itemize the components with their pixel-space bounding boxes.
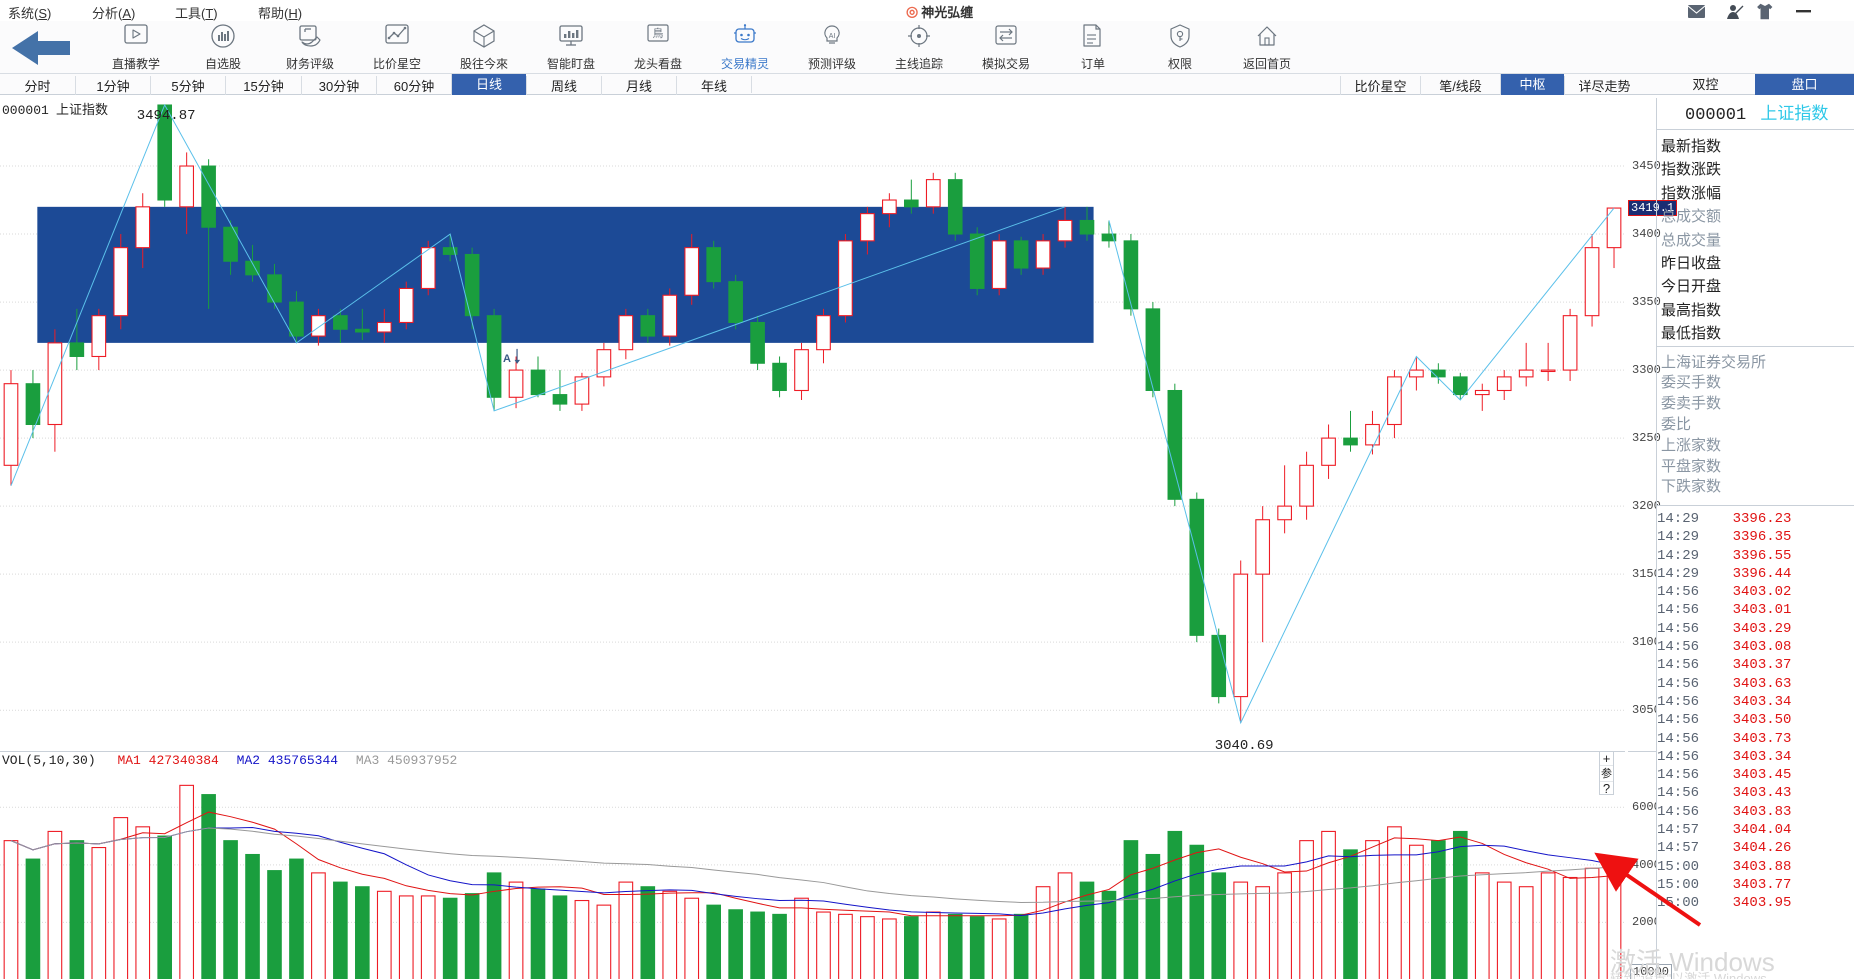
svg-text:A: A <box>503 353 511 365</box>
svg-text:AI: AI <box>829 33 836 40</box>
svg-text:3494.87: 3494.87 <box>137 108 196 124</box>
svg-text:鳥: 鳥 <box>653 26 664 40</box>
svg-text:3040.69: 3040.69 <box>1215 738 1274 751</box>
